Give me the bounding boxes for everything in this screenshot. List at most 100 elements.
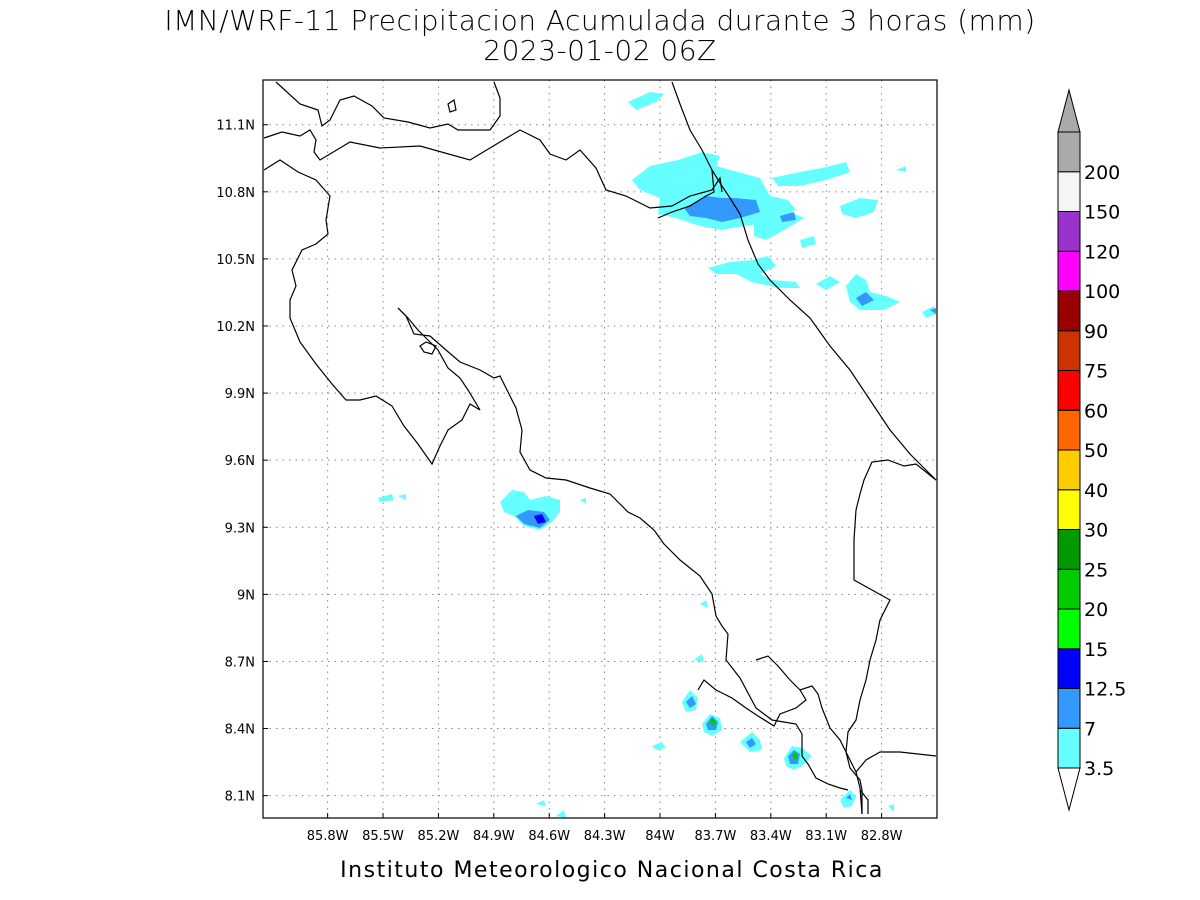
san-juan-river-mouth [657, 169, 715, 219]
colorbar-label: 20 [1084, 599, 1108, 621]
precip-area-blue [746, 738, 756, 748]
colorbar-swatch [1057, 727, 1081, 769]
precip-area-cyan [556, 810, 566, 818]
y-tick-label: 8.1N [225, 790, 255, 805]
x-tick-label: 83.7W [695, 829, 737, 844]
precip-area-blue [846, 794, 852, 800]
precip-area-darkblue [534, 514, 546, 524]
colorbar-label: 7 [1084, 718, 1096, 740]
colorbar-label: 50 [1084, 440, 1108, 462]
precip-area-cyan [922, 306, 936, 318]
y-tick-label: 8.4N [225, 723, 255, 738]
longitude-tick-labels: 85.8W 85.5W 85.2W 84.9W 84.6W 84.3W 84W 83.7W 83… [307, 813, 903, 844]
x-tick-label: 85.8W [307, 829, 349, 844]
precip-area-cyan [694, 654, 704, 662]
precip-area-cyan [800, 236, 816, 248]
colorbar-swatch [1057, 211, 1081, 252]
colorbar-label: 25 [1084, 559, 1108, 581]
colorbar-swatch [1057, 370, 1081, 411]
y-tick-label: 9.9N [225, 387, 255, 402]
precip-area-cyan [816, 276, 840, 290]
colorbar-label: 200 [1084, 162, 1120, 184]
colorbar-label: 60 [1084, 400, 1108, 422]
burica-tip [859, 789, 869, 814]
precip-area-cyan [846, 274, 900, 310]
colorbar-swatch [1057, 330, 1081, 371]
colorbar-swatch [1057, 529, 1081, 570]
precip-area-cyan [772, 162, 850, 186]
precip-area-cyan [580, 498, 586, 504]
precip-area-cyan [652, 742, 666, 750]
precip-area-cyan [628, 92, 664, 110]
y-tick-label: 11.1N [216, 119, 255, 134]
y-tick-label: 10.8N [216, 186, 255, 201]
colorbar-label: 12.5 [1084, 679, 1126, 701]
colorbar-swatch [1057, 688, 1081, 729]
x-tick-label: 85.5W [362, 829, 404, 844]
precip-area-cyan [700, 600, 708, 608]
precip-area-blue [856, 292, 874, 306]
map-subtitle-date: 2023-01-02 06Z [483, 34, 716, 67]
gulf-of-nicoya-east-coast [397, 307, 849, 791]
nicaragua-lake-coast [275, 81, 501, 131]
y-tick-label: 10.2N [216, 320, 255, 335]
precip-area-cyan [378, 494, 394, 502]
x-tick-label: 82.8W [861, 829, 903, 844]
colorbar-bottom-triangle [1057, 767, 1081, 812]
colorbar-swatch [1057, 250, 1081, 292]
colorbar-label: 100 [1084, 281, 1120, 303]
institution-footer: Instituto Meteorologico Nacional Costa R… [340, 858, 884, 883]
colorbar-swatch [1057, 568, 1081, 610]
precip-area-cyan [840, 790, 856, 808]
caribbean-coast-north [671, 81, 937, 481]
colorbar-label: 40 [1084, 480, 1108, 502]
x-tick-label: 84.9W [473, 829, 515, 844]
colorbar-swatch [1057, 608, 1081, 650]
x-tick-label: 85.2W [418, 829, 460, 844]
colorbar-swatch [1057, 131, 1081, 173]
colorbar-swatch [1057, 290, 1081, 332]
colorbar-swatch [1057, 489, 1081, 530]
colorbar-swatch [1057, 409, 1081, 451]
colorbar-label: 90 [1084, 321, 1108, 343]
colorbar-label: 120 [1084, 241, 1120, 263]
precip-area-cyan [708, 256, 800, 288]
colorbar-swatch [1057, 648, 1081, 689]
colorbar-swatch [1057, 171, 1081, 212]
map-title: IMN/WRF-11 Precipitacion Acumulada duran… [164, 4, 1035, 37]
lake-islet [447, 99, 457, 113]
colorbar-label: 15 [1084, 639, 1108, 661]
colorbar-label: 75 [1084, 361, 1108, 383]
nicoya-pacific-coast [263, 159, 481, 466]
colorbar-top-triangle [1057, 88, 1081, 133]
y-tick-label: 9N [237, 588, 255, 603]
colorbar-label: 30 [1084, 520, 1108, 542]
precip-area-cyan [840, 198, 878, 218]
precip-area-cyan [896, 166, 906, 172]
precip-area-blue [780, 212, 796, 222]
costa-rica-panama-border [845, 459, 937, 814]
colorbar-label: 150 [1084, 202, 1120, 224]
chira-island [419, 341, 437, 355]
precip-area-cyan [888, 804, 894, 812]
colorbar-swatch [1057, 449, 1081, 491]
precipitation-field [378, 92, 936, 818]
lat-lon-grid [263, 80, 937, 818]
colorbar-legend: 3.5 7 12.5 15 20 25 30 40 50 60 75 90 100 120 150 200 [1057, 88, 1126, 812]
x-tick-label: 83.4W [750, 829, 792, 844]
precip-area-blue [686, 696, 696, 708]
precip-area-green [792, 752, 798, 760]
latitude-tick-labels: 11.1N 10.8N 10.5N 10.2N 9.9N 9.6N 9.3N 9N 8.7N 8.… [216, 119, 268, 805]
nicaragua-costa-rica-border [263, 129, 723, 209]
y-tick-label: 9.3N [225, 521, 255, 536]
burica-peninsula [855, 751, 937, 773]
osa-peninsula [697, 679, 807, 727]
x-tick-label: 84.6W [528, 829, 570, 844]
y-tick-label: 9.6N [225, 454, 255, 469]
colorbar-label: 3.5 [1084, 758, 1114, 780]
map-frame [262, 79, 938, 819]
precip-area-blue [930, 308, 936, 314]
x-tick-label: 84W [645, 829, 675, 844]
y-tick-label: 8.7N [225, 655, 255, 670]
